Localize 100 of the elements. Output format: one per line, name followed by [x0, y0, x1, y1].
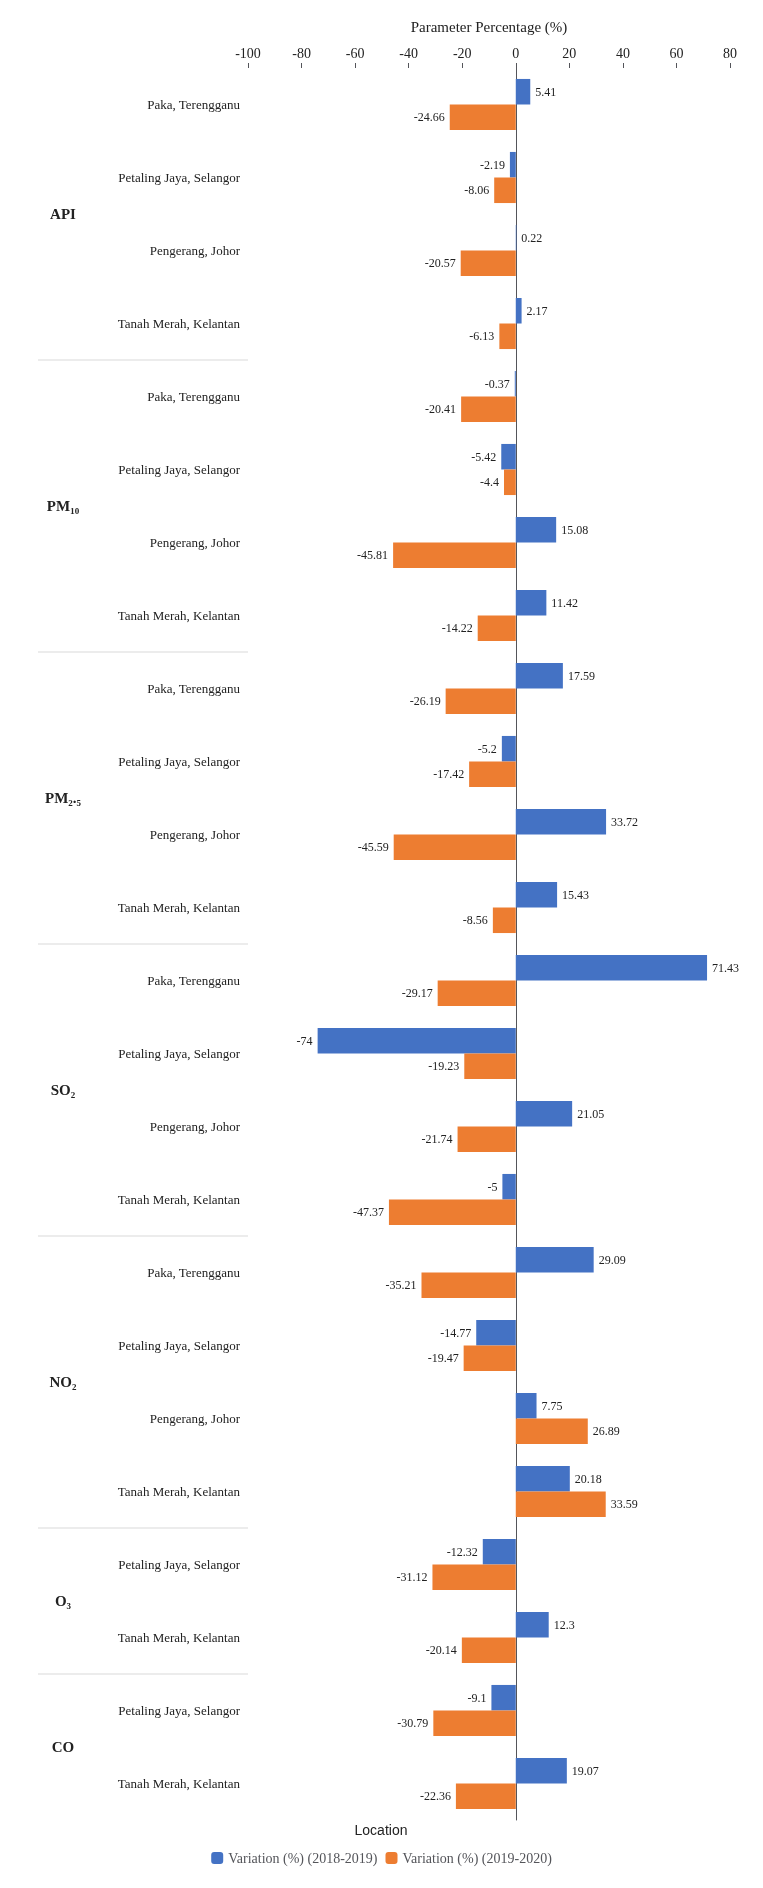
bar	[501, 735, 516, 762]
y-tick-label: Petaling Jaya, Selangor	[118, 1703, 241, 1718]
bar	[432, 1564, 516, 1591]
data-label: 7.75	[541, 1398, 563, 1413]
data-label: 33.59	[610, 1497, 638, 1512]
bar	[460, 250, 516, 277]
x-tick-label: -80	[292, 45, 311, 61]
y-tick-label: Pengerang, Johor	[149, 243, 241, 258]
bar	[501, 443, 516, 470]
data-label: 71.43	[712, 960, 740, 975]
y-tick-label: Petaling Jaya, Selangor	[118, 1338, 241, 1353]
bar	[393, 834, 516, 861]
y-tick-label: Pengerang, Johor	[149, 1119, 241, 1134]
bar	[433, 1710, 516, 1737]
bar	[494, 177, 516, 204]
y-tick-label: Tanah Merah, Kelantan	[117, 1192, 241, 1207]
data-label: -45.81	[357, 548, 389, 563]
data-label: -29.17	[401, 986, 433, 1001]
bar	[455, 1783, 516, 1810]
data-label: 26.89	[592, 1424, 620, 1439]
y-tick-label: Paka, Terengganu	[147, 681, 241, 696]
data-label: 29.09	[598, 1252, 626, 1267]
x-tick-label: -60	[345, 45, 365, 61]
data-label: 12.3	[553, 1617, 575, 1632]
bar	[482, 1538, 516, 1565]
data-label: -14.77	[440, 1325, 472, 1340]
y-tick-label: Tanah Merah, Kelantan	[117, 1776, 241, 1791]
bar	[515, 297, 522, 324]
data-label: -19.47	[427, 1351, 459, 1366]
bar	[515, 78, 531, 105]
data-label: 15.43	[562, 887, 590, 902]
data-label: -30.79	[397, 1716, 429, 1731]
bar	[515, 1611, 549, 1638]
data-label: -17.42	[433, 767, 465, 782]
data-label: -8.56	[462, 913, 488, 928]
bar	[461, 1637, 516, 1664]
bar	[469, 761, 516, 788]
data-label: -12.32	[446, 1544, 478, 1559]
bar	[421, 1272, 516, 1299]
bar	[445, 688, 516, 715]
data-label: -21.74	[421, 1132, 453, 1147]
data-label: 20.18	[574, 1471, 602, 1486]
data-label: -47.37	[352, 1205, 384, 1220]
data-label: -5.2	[477, 741, 497, 756]
data-label: -6.13	[469, 329, 495, 344]
x-tick-label: 80	[723, 45, 737, 61]
bar	[515, 954, 708, 981]
data-label: 2.17	[526, 303, 548, 318]
x-tick-label: 60	[669, 45, 684, 61]
y-tick-label: Tanah Merah, Kelantan	[117, 608, 241, 623]
data-label: -5.42	[471, 449, 497, 464]
y-tick-label: Pengerang, Johor	[149, 827, 241, 842]
y-tick-label: Petaling Jaya, Selangor	[118, 170, 241, 185]
bar	[515, 516, 557, 543]
data-label: 0.22	[521, 230, 543, 245]
bar	[317, 1027, 516, 1054]
bar	[437, 980, 516, 1007]
text: PM₁₀	[46, 498, 80, 514]
x-axis-title: Parameter Percentage (%)	[410, 18, 568, 36]
y-tick-label: Pengerang, Johor	[149, 1411, 241, 1426]
x-tick-label: 20	[562, 45, 577, 61]
text: API	[50, 206, 77, 222]
data-label: -19.23	[428, 1059, 460, 1074]
legend-label: Variation (%) (2018-2019)	[228, 1850, 378, 1867]
data-label: -9.1	[467, 1690, 487, 1705]
text: O₃	[54, 1593, 72, 1609]
bar	[515, 589, 547, 616]
y-tick-label: Petaling Jaya, Selangor	[118, 1046, 241, 1061]
y-tick-label: Pengerang, Johor	[149, 535, 241, 550]
y-tick-label: Tanah Merah, Kelantan	[117, 316, 241, 331]
legend-label: Variation (%) (2019-2020)	[402, 1850, 553, 1867]
text: NO₂	[49, 1374, 77, 1390]
x-tick-label: -100	[235, 45, 261, 61]
y-tick-label: Petaling Jaya, Selangor	[118, 1557, 241, 1572]
text: CO	[51, 1739, 75, 1755]
y-tick-label: Petaling Jaya, Selangor	[118, 754, 241, 769]
data-label: -14.22	[441, 621, 473, 636]
bar	[463, 1345, 516, 1372]
data-label: -4.4	[480, 475, 499, 490]
data-label: -24.66	[413, 110, 445, 125]
data-label: -0.37	[484, 376, 510, 391]
bar	[515, 662, 563, 689]
y-tick-label: Paka, Terengganu	[147, 1265, 241, 1280]
bar	[393, 542, 516, 569]
x-tick-label: -20	[452, 45, 472, 61]
data-label: -74	[296, 1033, 313, 1048]
data-label: -5	[487, 1179, 498, 1194]
y-tick-label: Tanah Merah, Kelantan	[117, 1630, 241, 1645]
x-tick-label: 40	[615, 45, 630, 61]
x-tick-label: 0	[512, 45, 520, 61]
text: Location	[354, 1822, 408, 1838]
y-tick-label: Petaling Jaya, Selangor	[118, 462, 241, 477]
bar	[515, 1100, 573, 1127]
data-label: 33.72	[611, 814, 639, 829]
bar	[464, 1053, 516, 1080]
bar	[492, 907, 516, 934]
data-label: 15.08	[561, 522, 589, 537]
bar	[515, 1246, 594, 1273]
y-tick-label: Paka, Terengganu	[147, 389, 241, 404]
y-tick-label: Tanah Merah, Kelantan	[117, 1484, 241, 1499]
